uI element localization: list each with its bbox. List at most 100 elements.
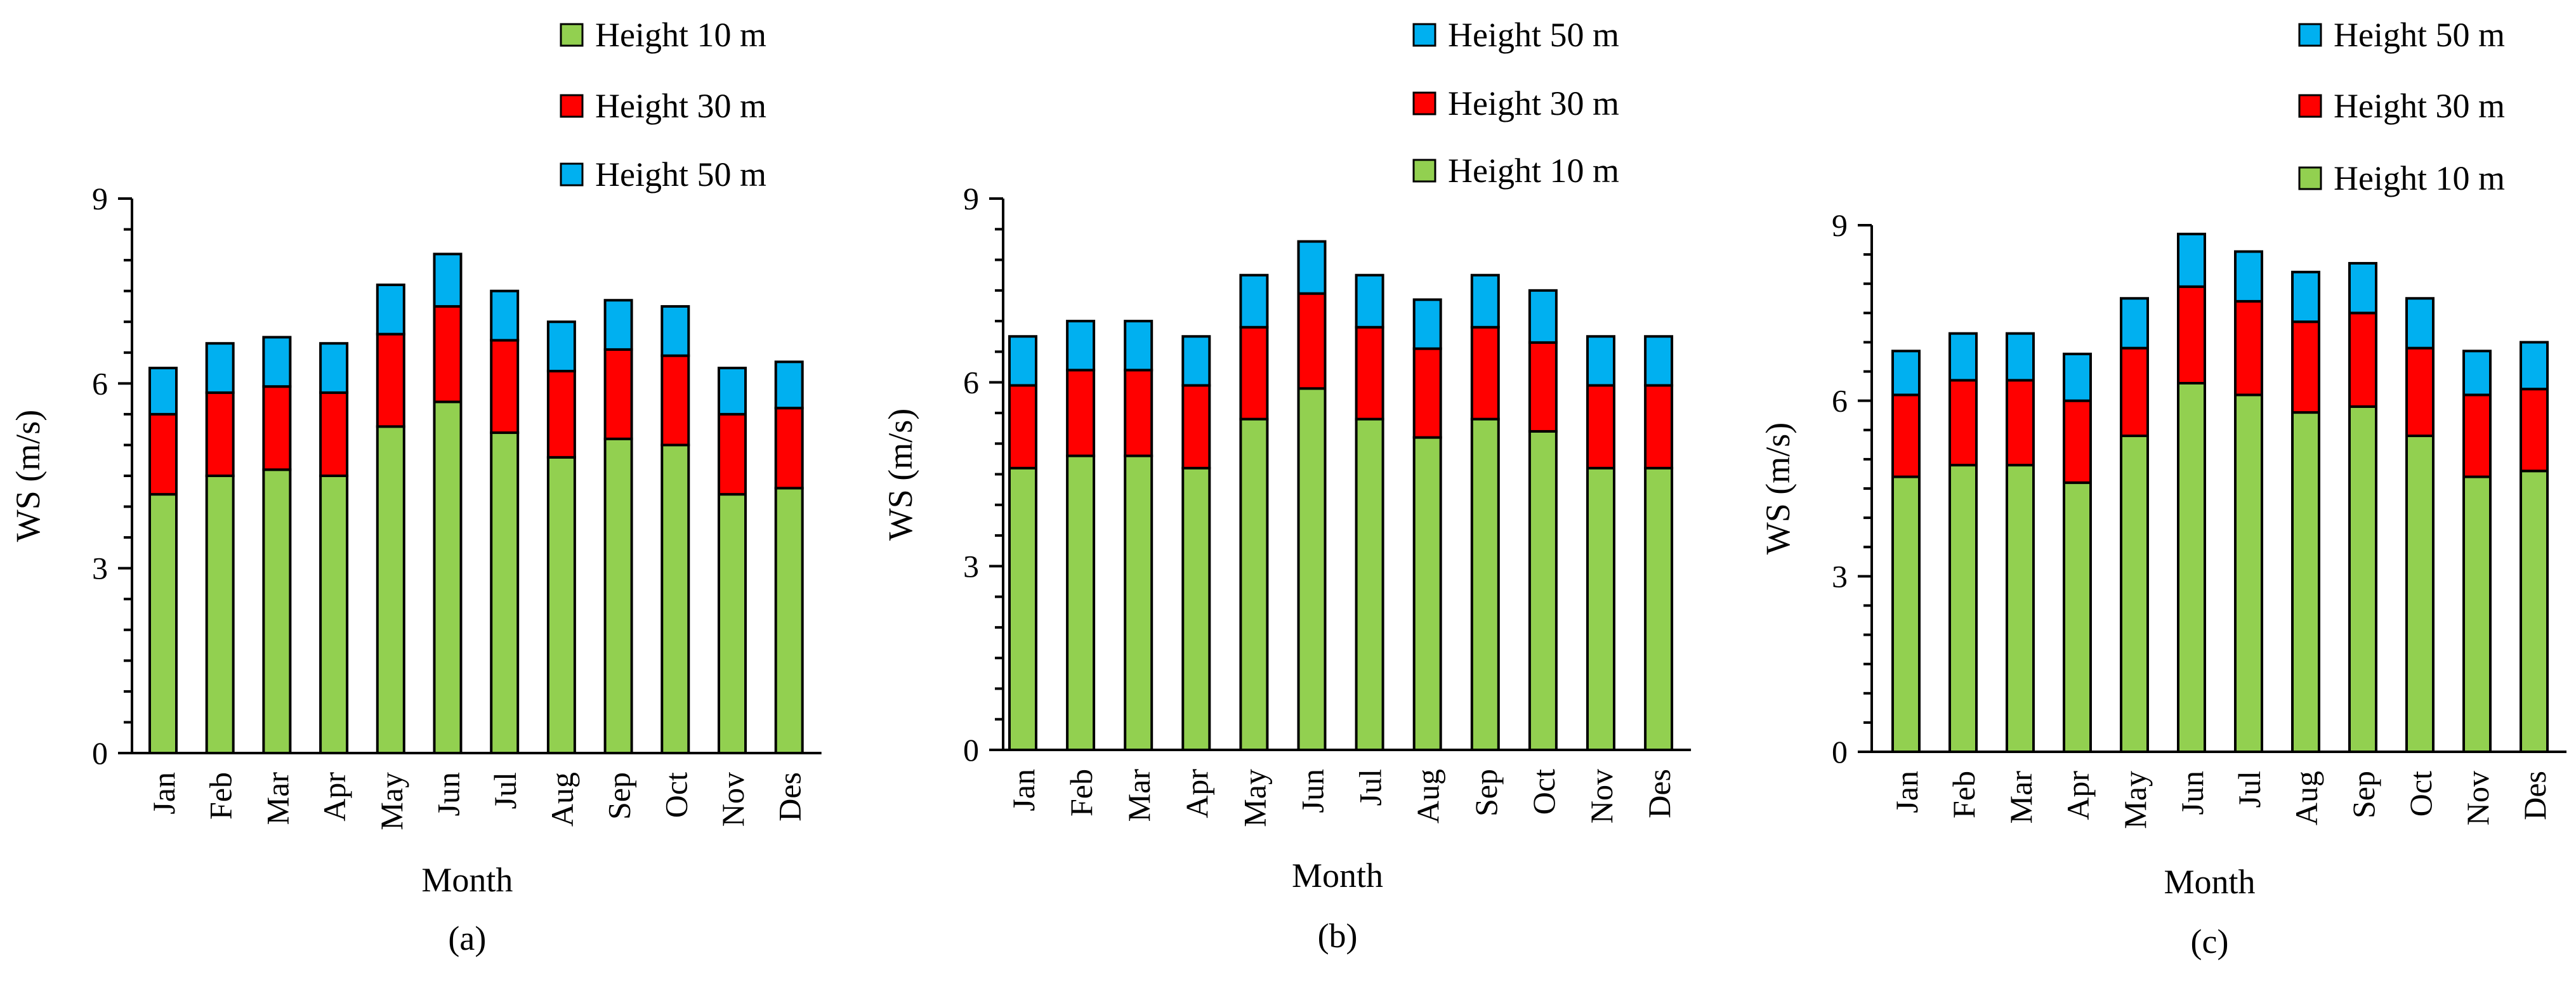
panel-2-bar-des-height-30-m [1644,384,1674,469]
panel-3-bar-oct-height-10-m [2405,435,2435,753]
panel-3-x-tick-label: Des [2517,771,2553,820]
panel-3-bar-feb-height-10-m [1948,464,1978,753]
panel-3-bar-jan-height-50-m [1891,350,1921,397]
panel-1-bar-des-height-10-m [774,487,804,755]
panel-1-x-tick-label: Sep [601,772,637,820]
panel-3-x-tick-label: Aug [2289,771,2324,825]
panel-3-bar-oct-height-50-m [2405,297,2435,350]
panel-3-bar-aug-height-30-m [2291,320,2320,414]
panel-3-x-tick-label: Oct [2403,771,2438,817]
panel-2-bar-aug-height-10-m [1412,436,1442,751]
panel-3-legend-swatch [2298,23,2322,47]
panel-1-bar-jul-height-30-m [490,339,520,435]
panel-2-legend-swatch [1412,23,1436,47]
panel-1-legend-swatch [560,23,584,47]
panel-1-x-tick-label: Jan [146,772,181,815]
panel-3-bar-jul-height-50-m [2234,250,2263,303]
panel-1-bar-nov-height-50-m [718,367,747,416]
panel-1-legend-label: Height 50 m [595,155,766,194]
panel-3-label: (c) [2191,922,2229,961]
panel-3-legend-label: Height 10 m [2334,159,2505,197]
panel-1-y-tick-label: 9 [92,181,108,216]
panel-1-bar-jun-height-10-m [433,400,463,754]
panel-2-legend-swatch [1412,91,1436,115]
panel-1-bar-apr-height-50-m [319,342,349,394]
panel-3-bar-aug-height-10-m [2291,411,2320,753]
panel-3-legend-swatch [2298,166,2322,190]
panel-2-bar-oct-height-30-m [1528,341,1558,433]
panel-2-bar-feb-height-50-m [1066,320,1096,372]
panel-2-bar-may-height-30-m [1239,325,1269,421]
panel-3-y-tick-label: 9 [1832,207,1848,243]
panel-2-bar-feb-height-10-m [1066,454,1096,751]
panel-1-bar-oct-height-50-m [660,305,690,357]
panel-2-x-tick-label: Jul [1353,769,1388,806]
panel-3-x-tick-label: Feb [1946,771,1981,818]
panel-1-bar-nov-height-30-m [718,412,747,496]
panel-2-bar-oct-height-10-m [1528,430,1558,752]
panel-2-bar-sep-height-50-m [1470,273,1500,329]
panel-2-x-tick-label: Oct [1526,769,1561,815]
panel-3-x-tick-label: May [2117,771,2153,829]
panel-3-bar-nov-height-50-m [2462,350,2492,397]
panel-1-bar-aug-height-30-m [546,369,576,459]
panel-1-legend-swatch [560,94,584,118]
panel-2-bar-apr-height-30-m [1181,384,1211,469]
panel-2-bar-jan-height-30-m [1008,384,1037,469]
panel-1-bar-mar-height-10-m [262,468,292,754]
panel-3-x-tick-label: Jan [1889,771,1924,813]
panel-1-bar-sep-height-30-m [603,348,633,440]
panel-2-bar-aug-height-50-m [1412,298,1442,350]
panel-2-x-tick-label: Des [1641,769,1677,818]
panel-1-bar-may-height-10-m [376,425,405,754]
panel-1-bar-oct-height-10-m [660,443,690,754]
panel-1-bar-des-height-50-m [774,360,804,410]
panel-3-bar-mar-height-10-m [2006,464,2035,753]
panel-1-bar-may-height-30-m [376,332,405,428]
panel-1-bar-oct-height-30-m [660,354,690,447]
panel-2-bar-sep-height-30-m [1470,325,1500,421]
panel-1-x-tick-label: Jun [431,772,466,816]
panel-2-x-tick-label: Nov [1584,769,1619,823]
panel-1-bar-sep-height-50-m [603,299,633,351]
panel-3-bar-apr-height-50-m [2063,352,2092,402]
panel-2-x-tick-label: Sep [1468,769,1504,817]
panel-2-bar-mar-height-30-m [1124,369,1153,457]
panel-3-bar-sep-height-50-m [2348,261,2377,315]
panel-1-legend-swatch [560,162,584,187]
panel-2-bar-apr-height-50-m [1181,335,1211,387]
panel-2-x-tick-label: Mar [1121,769,1157,822]
panel-1-x-tick-label: Des [772,772,808,822]
panel-1-x-tick-label: Oct [658,772,693,818]
panel-3-x-axis-title: Month [2164,863,2255,901]
panel-3-x-tick-label: Mar [2003,771,2039,824]
panel-1-bar-aug-height-50-m [546,320,576,372]
panel-2-legend-label: Height 30 m [1448,84,1619,122]
panel-2-x-tick-label: Apr [1179,769,1214,818]
panel-2-y-tick-label: 6 [963,365,979,400]
panel-2-bar-mar-height-50-m [1124,320,1153,372]
panel-2-bar-des-height-50-m [1644,335,1674,387]
panel-3-bar-jul-height-10-m [2234,393,2263,753]
panel-2-label: (b) [1318,917,1358,955]
panel-2-bar-jun-height-10-m [1297,387,1327,751]
panel-2-y-tick-label: 3 [963,548,979,584]
panel-1-bar-jan-height-30-m [148,412,178,496]
panel-2-bar-sep-height-10-m [1470,417,1500,751]
panel-2-bar-aug-height-30-m [1412,347,1442,439]
panel-1-bar-feb-height-50-m [205,342,235,394]
panel-3-bar-mar-height-50-m [2006,332,2035,382]
panel-3-bar-feb-height-30-m [1948,379,1978,467]
panel-3-bar-apr-height-10-m [2063,481,2092,753]
panel-3-bar-sep-height-10-m [2348,405,2377,753]
panel-2-x-tick-label: Jan [1006,769,1041,811]
panel-2-bar-jul-height-10-m [1355,417,1384,751]
panel-1-bar-may-height-50-m [376,283,405,336]
panel-2-bar-nov-height-30-m [1586,384,1615,469]
panel-3-bar-may-height-30-m [2120,346,2149,438]
panel-1-x-tick-label: Feb [203,772,239,820]
panel-1-bar-feb-height-30-m [205,391,235,478]
panel-2-legend-swatch [1412,159,1436,183]
panel-2-bar-nov-height-10-m [1586,466,1615,751]
